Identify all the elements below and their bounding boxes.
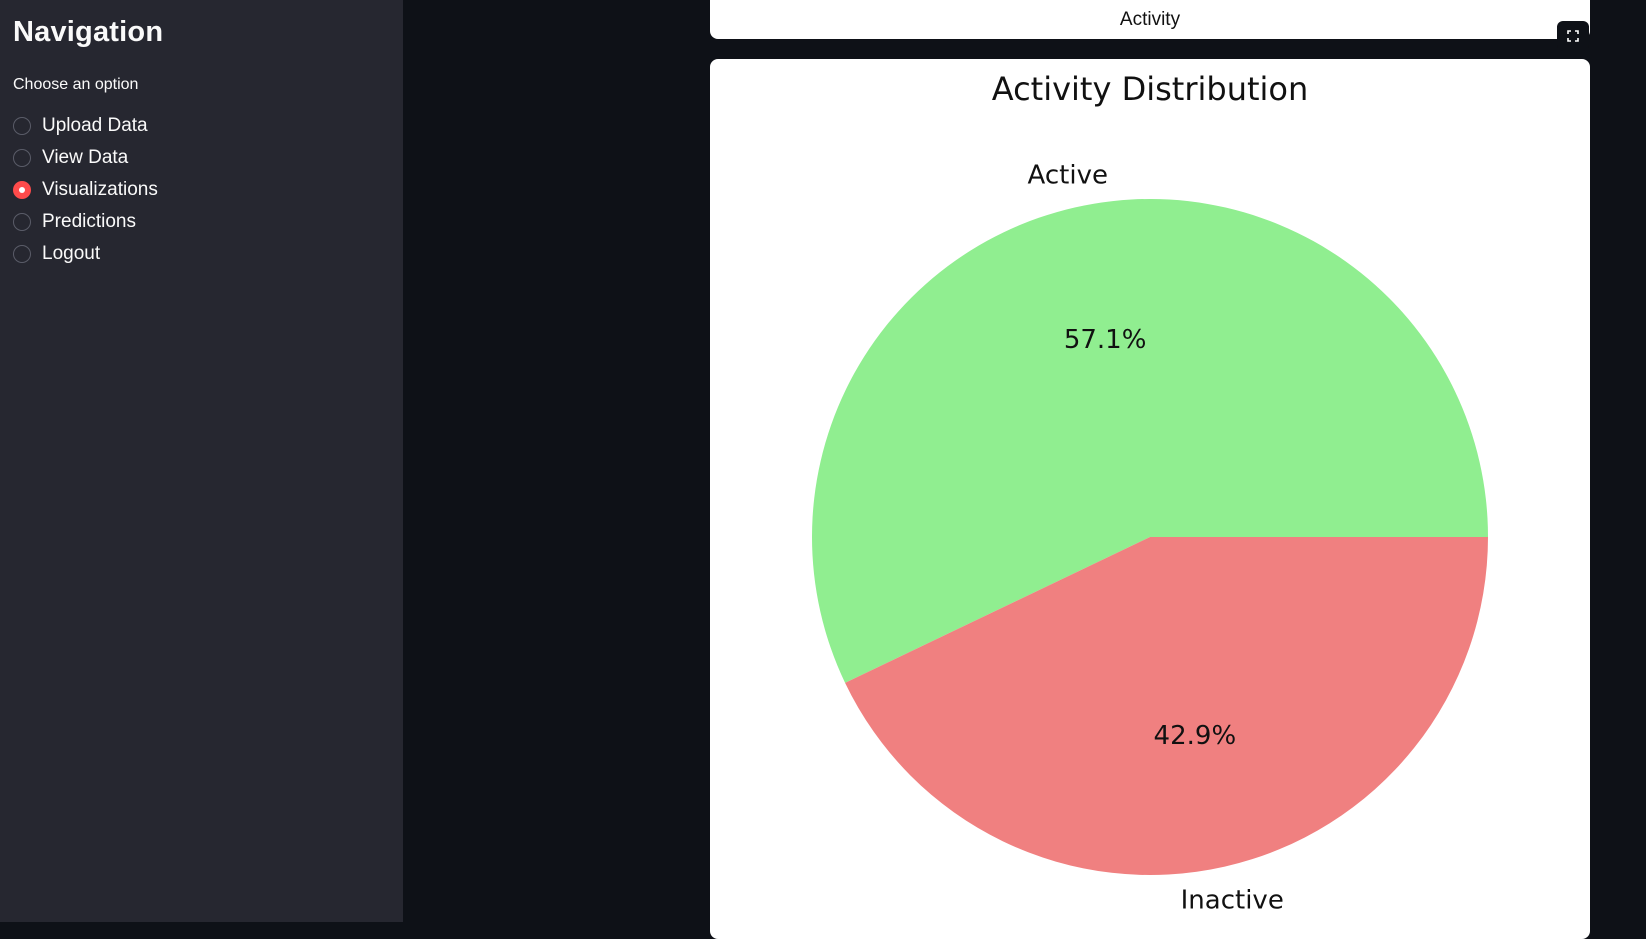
radio-circle-icon[interactable] — [13, 245, 31, 263]
activity-chart-card-top: Activity — [710, 0, 1590, 39]
radio-circle-icon[interactable] — [13, 149, 31, 167]
activity-card-caption: Activity — [1119, 8, 1181, 30]
radio-group-label: Choose an option — [13, 76, 139, 93]
radio-option-label[interactable]: Predictions — [42, 211, 136, 232]
fullscreen-button[interactable] — [1557, 21, 1589, 51]
radio-circle-icon[interactable] — [13, 213, 31, 231]
pie-category-label: Active — [1028, 160, 1108, 190]
sidebar: Navigation Choose an option Upload Data … — [0, 0, 403, 922]
radio-option-label[interactable]: Visualizations — [42, 179, 158, 200]
radio-option-logout[interactable]: Logout — [13, 238, 158, 270]
pie-labels: Active 57.1% Inactive 42.9% — [1028, 160, 1284, 915]
pie-percent-label: 57.1% — [1064, 325, 1147, 355]
pie-chart: Activity Distribution Active 57.1% Inactiv… — [812, 70, 1488, 916]
radio-option-view-data[interactable]: View Data — [13, 142, 158, 174]
pie-category-label: Inactive — [1181, 886, 1284, 916]
pie-slice-inactive — [845, 537, 1488, 876]
radio-option-label[interactable]: Logout — [42, 243, 101, 264]
radio-option-predictions[interactable]: Predictions — [13, 206, 158, 238]
sidebar-title: Navigation — [13, 16, 164, 48]
pie-slice-active — [812, 199, 1488, 683]
pie-slices — [812, 199, 1488, 876]
fullscreen-icon — [1567, 30, 1579, 42]
radio-option-label[interactable]: Upload Data — [42, 115, 148, 136]
radio-option-label[interactable]: View Data — [42, 147, 129, 168]
pie-chart-card: Activity Distribution Active 57.1% Inactiv… — [710, 59, 1590, 939]
radio-circle-icon[interactable] — [13, 117, 31, 135]
radio-option-visualizations[interactable]: Visualizations — [13, 174, 158, 206]
chart-title: Activity Distribution — [992, 70, 1309, 108]
radio-selected-icon[interactable] — [13, 181, 31, 199]
navigation-radio-group: Upload Data View Data Visualizations Pre… — [13, 110, 158, 270]
pie-percent-label: 42.9% — [1154, 721, 1237, 751]
radio-option-upload-data[interactable]: Upload Data — [13, 110, 158, 142]
